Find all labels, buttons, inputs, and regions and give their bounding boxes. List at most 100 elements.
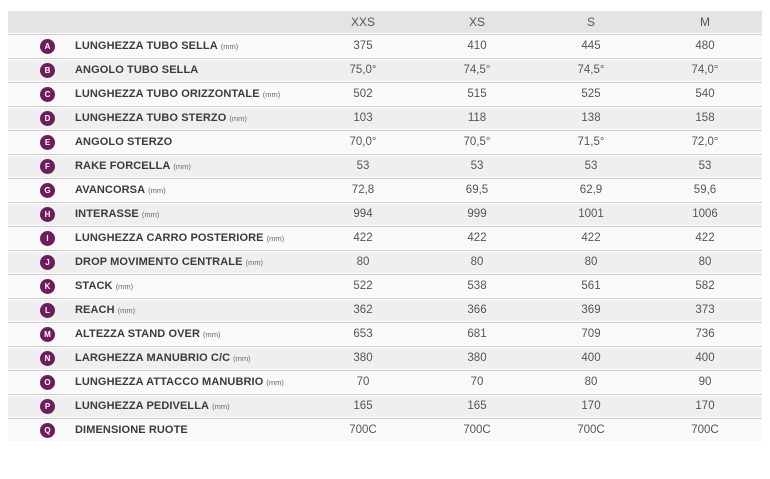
row-unit: (mm) [203, 330, 221, 339]
value-cell: 994 [353, 208, 373, 220]
row-badge-cell: G [8, 182, 75, 198]
value-cell: 700C [349, 424, 377, 436]
value-cell: 540 [695, 88, 715, 100]
row-label-cell: REACH (mm) [75, 304, 306, 316]
row-letter-badge: L [40, 302, 55, 318]
value-cell: 80 [584, 256, 598, 268]
table-row: L REACH (mm) 362 366 369 373 [8, 298, 762, 321]
row-unit: (mm) [245, 258, 264, 267]
row-label-cell: DROP MOVIMENTO CENTRALE (mm) [75, 256, 306, 268]
row-label-cell: DIMENSIONE RUOTE [75, 424, 306, 436]
value-cell: 700C [577, 424, 605, 436]
value-cell: 373 [695, 304, 715, 316]
row-badge-cell: I [8, 230, 75, 246]
value-cell: 70 [356, 376, 370, 388]
value-cell: 681 [467, 328, 487, 340]
value-cell: 75,0° [349, 64, 377, 76]
row-unit: (mm) [141, 210, 160, 219]
value-cell: 422 [581, 232, 601, 244]
row-badge-cell: E [8, 134, 75, 150]
row-letter-badge: E [40, 134, 55, 150]
row-letter-badge: G [40, 182, 55, 198]
value-cell: 522 [353, 280, 373, 292]
value-cell: 53 [470, 160, 484, 172]
value-cell: 70,5° [463, 136, 491, 148]
value-cell: 71,5° [577, 136, 605, 148]
value-cell: 165 [467, 400, 487, 412]
row-letter-badge: A [40, 38, 55, 54]
row-label: RAKE FORCELLA [75, 160, 171, 172]
table-row: I LUNGHEZZA CARRO POSTERIORE (mm) 422 422 422… [8, 226, 762, 249]
row-badge-cell: H [8, 206, 75, 222]
row-label: DROP MOVIMENTO CENTRALE [75, 256, 243, 268]
row-badge-cell: M [8, 326, 75, 342]
row-letter-badge: O [40, 374, 55, 390]
row-label: LUNGHEZZA TUBO ORIZZONTALE [75, 88, 260, 100]
value-cell: 70,0° [349, 136, 377, 148]
value-cell: 74,5° [577, 64, 605, 76]
row-label-cell: LUNGHEZZA TUBO SELLA (mm) [75, 40, 306, 52]
row-letter-badge: Q [40, 422, 55, 438]
row-label-cell: LUNGHEZZA PEDIVELLA (mm) [75, 400, 306, 412]
table-row: B ANGOLO TUBO SELLA 75,0° 74,5° 74,5° 74,0° [8, 58, 762, 81]
table-row: N LARGHEZZA MANUBRIO C/C (mm) 380 380 400 400 [8, 346, 762, 369]
value-cell: 72,0° [691, 136, 719, 148]
row-unit: (mm) [115, 282, 134, 291]
row-label-cell: RAKE FORCELLA (mm) [75, 160, 306, 172]
row-letter-badge: H [40, 206, 55, 222]
value-cell: 582 [695, 280, 715, 292]
row-label: AVANCORSA [75, 184, 146, 196]
value-cell: 70 [470, 376, 484, 388]
row-letter-badge: C [40, 86, 55, 102]
value-cell: 380 [467, 352, 487, 364]
row-unit: (mm) [233, 354, 251, 363]
value-cell: 362 [353, 304, 373, 316]
value-cell: 709 [581, 328, 601, 340]
value-cell: 59,6 [693, 184, 717, 196]
value-cell: 400 [695, 352, 715, 364]
value-cell: 525 [581, 88, 601, 100]
column-header: XXS [350, 15, 375, 29]
row-badge-cell: C [8, 86, 75, 102]
row-badge-cell: L [8, 302, 75, 318]
value-cell: 400 [581, 352, 601, 364]
row-label: STACK [75, 280, 113, 292]
value-cell: 422 [353, 232, 373, 244]
value-cell: 999 [467, 208, 487, 220]
row-badge-cell: J [8, 254, 75, 270]
row-unit: (mm) [229, 114, 247, 123]
value-cell: 502 [353, 88, 373, 100]
value-cell: 1006 [692, 208, 718, 220]
value-cell: 170 [581, 400, 601, 412]
value-cell: 375 [353, 40, 373, 52]
row-label-cell: ANGOLO TUBO SELLA [75, 64, 306, 76]
row-unit: (mm) [266, 234, 285, 243]
column-header: S [586, 15, 595, 29]
table-row: J DROP MOVIMENTO CENTRALE (mm) 80 80 80 80 [8, 250, 762, 273]
value-cell: 515 [467, 88, 487, 100]
table-row: H INTERASSE (mm) 994 999 1001 1006 [8, 202, 762, 225]
value-cell: 72,8 [351, 184, 375, 196]
row-label-cell: AVANCORSA (mm) [75, 184, 306, 196]
value-cell: 700C [691, 424, 719, 436]
value-cell: 410 [467, 40, 487, 52]
value-cell: 445 [581, 40, 601, 52]
row-label-cell: INTERASSE (mm) [75, 208, 306, 220]
row-label: LUNGHEZZA TUBO STERZO [75, 112, 227, 124]
row-unit: (mm) [148, 186, 166, 195]
row-letter-badge: K [40, 278, 55, 294]
row-label: ANGOLO TUBO SELLA [75, 64, 199, 76]
row-label: LARGHEZZA MANUBRIO C/C [75, 352, 231, 364]
row-badge-cell: A [8, 38, 75, 54]
value-cell: 53 [698, 160, 712, 172]
value-cell: 538 [467, 280, 487, 292]
row-unit: (mm) [220, 42, 239, 51]
value-cell: 138 [581, 112, 601, 124]
table-row: D LUNGHEZZA TUBO STERZO (mm) 103 118 138 158 [8, 106, 762, 129]
value-cell: 422 [695, 232, 715, 244]
value-cell: 103 [353, 112, 373, 124]
row-label: INTERASSE [75, 208, 139, 220]
value-cell: 80 [470, 256, 484, 268]
row-label-cell: LARGHEZZA MANUBRIO C/C (mm) [75, 352, 306, 364]
row-label-cell: ANGOLO STERZO [75, 136, 306, 148]
